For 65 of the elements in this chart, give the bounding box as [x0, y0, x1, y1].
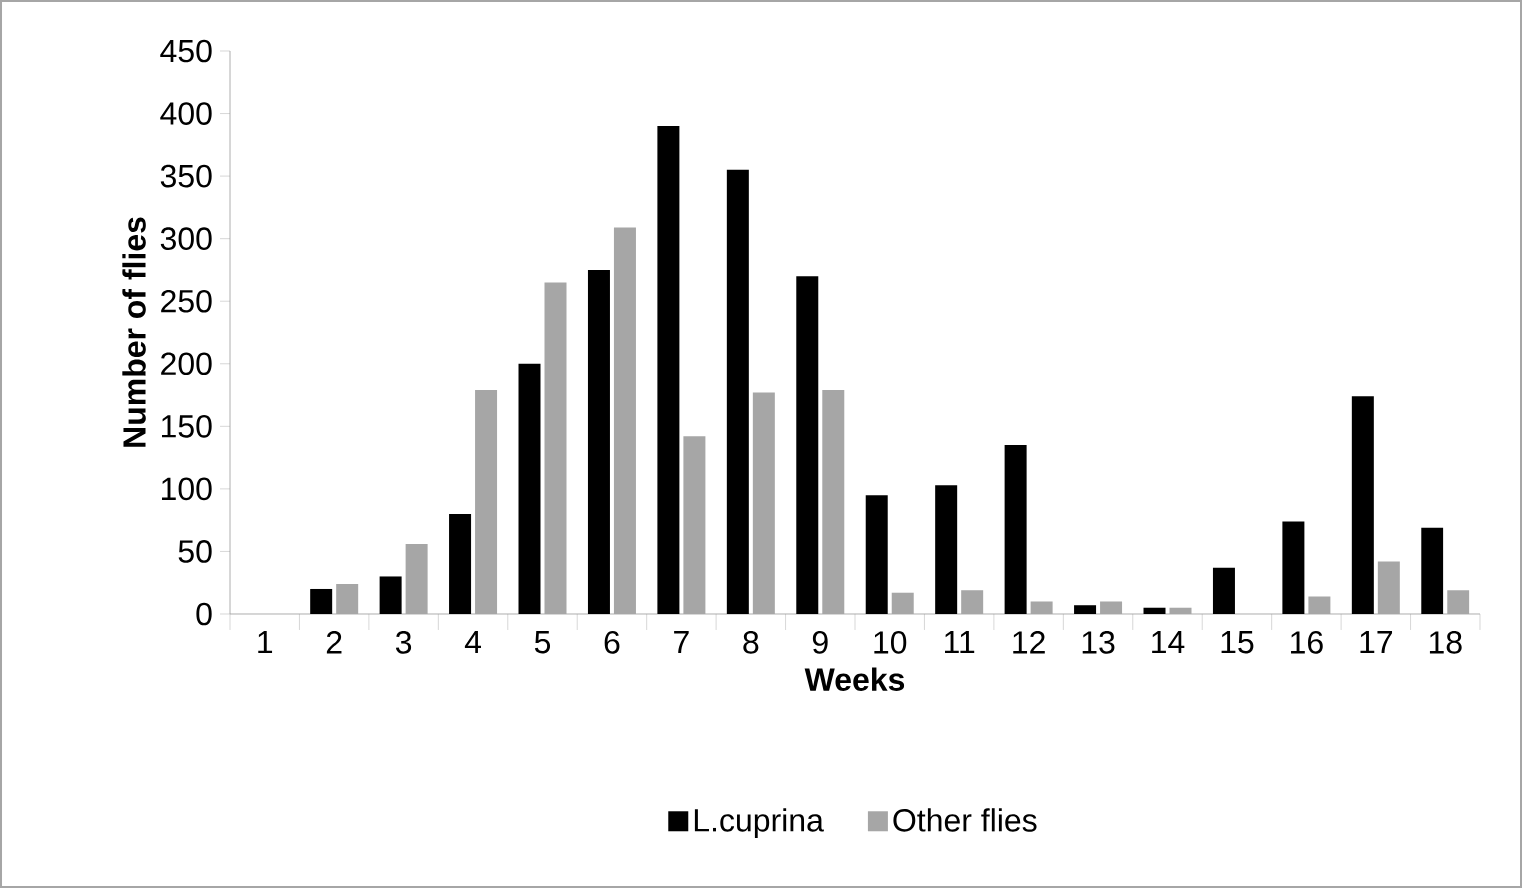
y-tick-label: 0 — [196, 602, 212, 626]
bar — [475, 390, 498, 614]
y-axis-title: Number of flies — [122, 217, 146, 447]
x-axis-title: Weeks — [804, 667, 905, 691]
x-tick-label: 17 — [1360, 631, 1393, 654]
bar — [822, 390, 845, 614]
x-tick-label: 5 — [534, 631, 551, 654]
bar — [587, 269, 610, 614]
bar — [310, 588, 333, 614]
x-tick-label: 9 — [812, 631, 828, 654]
bar — [683, 436, 706, 614]
bar — [1282, 521, 1305, 614]
bar — [544, 282, 567, 614]
bar — [796, 276, 819, 614]
y-tick-label: 450 — [160, 39, 212, 63]
bar — [657, 126, 680, 614]
bar — [865, 495, 888, 614]
bar — [518, 363, 541, 614]
y-tick-label: 50 — [178, 540, 212, 563]
x-tick-label: 14 — [1152, 631, 1185, 654]
y-tick-label: 150 — [162, 415, 212, 438]
bar — [1212, 567, 1235, 614]
legend-label: Other flies — [893, 808, 1037, 832]
bar — [1447, 590, 1470, 614]
x-tick-label: 2 — [326, 631, 342, 654]
x-tick-label: 7 — [674, 631, 689, 654]
y-tick-label: 350 — [160, 164, 212, 188]
y-tick-label: 100 — [162, 477, 212, 501]
x-tick-label: 13 — [1082, 631, 1115, 654]
legend-label: L.cuprina — [694, 808, 824, 839]
bar — [1100, 601, 1123, 614]
x-tick-label: 18 — [1429, 631, 1462, 654]
y-tick-label: 200 — [161, 352, 212, 376]
bar — [1074, 605, 1097, 614]
x-tick-label: 11 — [945, 631, 975, 654]
bar — [726, 169, 749, 614]
bar — [1004, 445, 1027, 614]
x-tick-label: 3 — [395, 631, 412, 654]
bar — [1308, 596, 1331, 614]
bar — [891, 592, 914, 614]
x-tick-label: 1 — [258, 631, 273, 654]
bar — [752, 392, 775, 614]
x-tick-label: 6 — [604, 631, 620, 654]
bar — [405, 543, 428, 614]
bar — [379, 576, 402, 614]
bar — [1030, 601, 1053, 614]
y-tick-label: 400 — [160, 102, 212, 125]
x-tick-label: 10 — [874, 631, 907, 654]
bar — [613, 227, 636, 614]
x-tick-label: 16 — [1291, 631, 1323, 654]
bar — [961, 590, 984, 614]
bar — [449, 513, 472, 614]
y-tick-label: 250 — [161, 289, 212, 313]
bar — [1377, 561, 1400, 614]
bar — [336, 583, 359, 614]
x-tick-label: 15 — [1221, 631, 1254, 654]
x-tick-label: 8 — [743, 631, 759, 654]
bar — [1421, 527, 1444, 614]
x-tick-label: 12 — [1013, 631, 1045, 654]
bar — [1351, 396, 1374, 614]
x-tick-label: 4 — [464, 631, 482, 654]
y-tick-label: 300 — [160, 227, 212, 250]
bar — [1143, 607, 1166, 614]
bar — [1169, 607, 1192, 614]
bar — [935, 485, 958, 614]
